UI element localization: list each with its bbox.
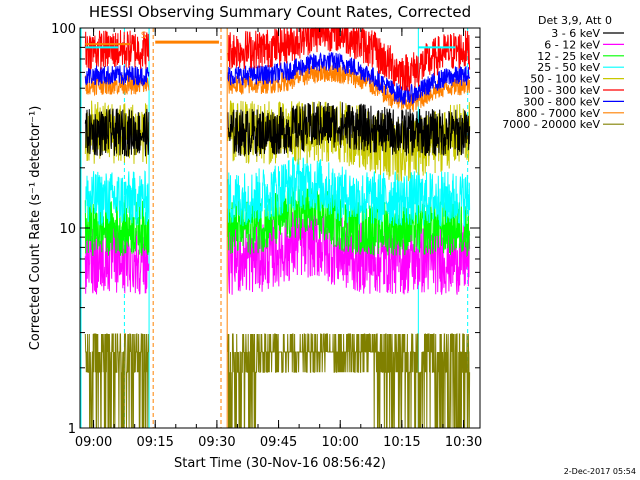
chart-title: HESSI Observing Summary Count Rates, Cor… (89, 3, 471, 21)
x-tick-label: 10:00 (321, 435, 358, 450)
x-tick-label: 09:00 (75, 435, 112, 450)
series-line (84, 223, 150, 295)
y-tick-label: 1 (68, 422, 76, 437)
series-300-800-kev (84, 51, 471, 105)
series-line (84, 30, 150, 70)
legend-label: 800 - 7000 keV (516, 107, 600, 120)
x-axis-label: Start Time (30-Nov-16 08:56:42) (174, 456, 386, 471)
legend-label: 50 - 100 keV (530, 73, 600, 86)
legend-label: 7000 - 20000 keV (502, 118, 600, 131)
series-line (227, 101, 471, 157)
series-line (227, 27, 471, 92)
legend-label: 25 - 50 keV (537, 61, 600, 74)
y-tick-label: 100 (51, 22, 76, 37)
y-axis: 1 10 100 (51, 22, 480, 437)
legend-label: 6 - 12 keV (544, 38, 600, 51)
x-tick-label: 10:15 (383, 435, 420, 450)
saa-markers: S (85, 28, 456, 428)
series-line (84, 170, 150, 226)
series-line (84, 333, 149, 429)
legend-header: Det 3,9, Att 0 (538, 14, 612, 27)
x-tick-label: 10:30 (445, 435, 482, 450)
legend-label: 300 - 800 keV (523, 95, 600, 108)
series-line (227, 154, 471, 227)
series-line (227, 51, 471, 105)
x-tick-label: 09:15 (136, 435, 173, 450)
legend-label: 12 - 25 keV (537, 50, 600, 63)
saa-annotation: S (141, 31, 147, 41)
footer-date: 2-Dec-2017 05:54 (564, 467, 636, 476)
legend-label: 3 - 6 keV (551, 27, 600, 40)
series-line (227, 185, 471, 258)
legend-label: 100 - 300 keV (523, 84, 600, 97)
y-axis-label: Corrected Count Rate (s⁻¹ detector⁻¹) (28, 106, 43, 351)
series-3-6-kev (84, 101, 471, 158)
series-line (227, 62, 471, 112)
series-layer (84, 27, 471, 429)
series-line (84, 108, 150, 158)
series-line (84, 65, 150, 87)
series-25-50-kev (84, 154, 471, 227)
x-axis: 09:00 09:15 09:30 09:45 10:00 10:15 10:30 (75, 28, 482, 450)
x-tick-label: 09:45 (260, 435, 297, 450)
y-tick-label: 10 (59, 222, 76, 237)
x-tick-label: 09:30 (198, 435, 235, 450)
series-7000-20000-kev (84, 333, 471, 429)
series-line (227, 333, 471, 429)
